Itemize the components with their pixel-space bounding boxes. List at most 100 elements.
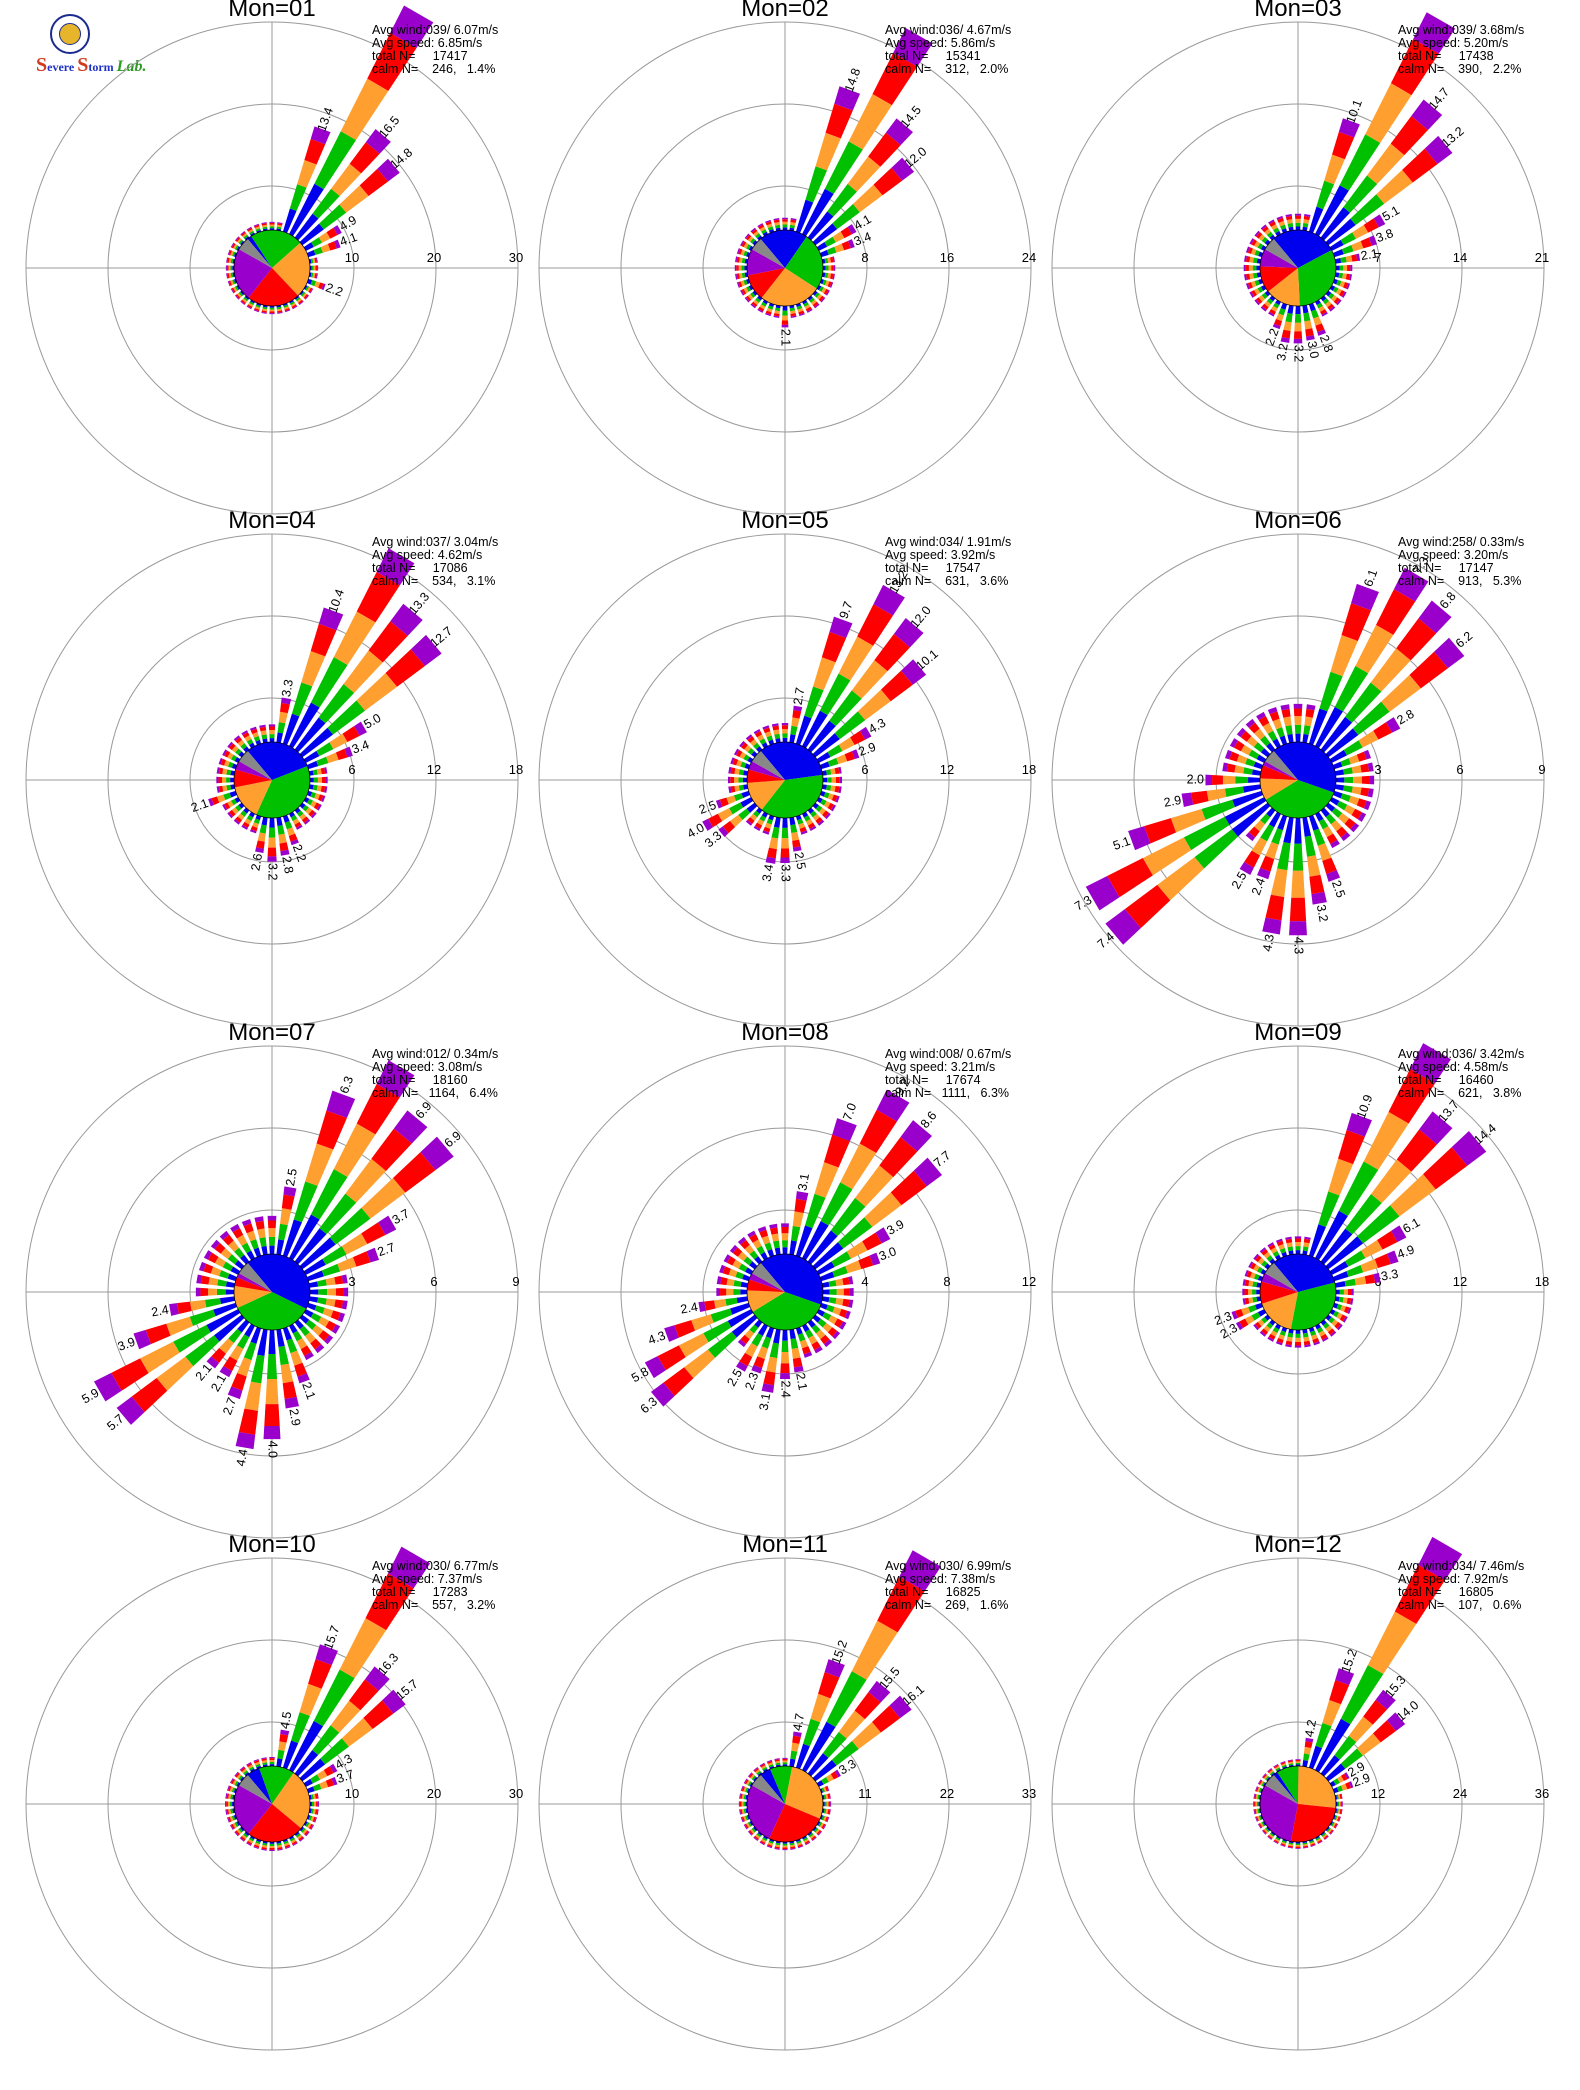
panel-title: Mon=09 [1254, 1019, 1341, 1046]
speed-pie-slice [1273, 1253, 1335, 1292]
speed-pie-slice [238, 750, 272, 780]
bar-segment [1340, 758, 1351, 767]
bar-segment [226, 769, 232, 776]
bar-segment [1285, 1344, 1292, 1348]
direction-bar [1239, 811, 1281, 875]
speed-pie-slice [247, 1768, 272, 1804]
bar-segment [314, 281, 321, 288]
bar-segment [302, 1829, 308, 1835]
range-ring [25, 1557, 519, 2051]
bar-segment [240, 299, 246, 305]
bar-segment [751, 1775, 757, 1781]
bar-segment [839, 1308, 848, 1318]
bar-segment [1320, 1228, 1353, 1265]
direction-bar-minor [782, 1757, 788, 1767]
bar-segment [233, 735, 240, 741]
bar-segment [748, 1830, 754, 1836]
bar-segment [259, 726, 267, 732]
speed-pie-slice [235, 761, 272, 780]
speed-pie-slice [238, 1774, 272, 1804]
bar-segment [722, 1266, 731, 1276]
bar-segment [774, 1844, 781, 1848]
direction-bar [1325, 1130, 1487, 1270]
bar-segment [282, 713, 300, 746]
bar-value-label: 15.2 [1339, 1647, 1360, 1675]
direction-bar-minor [822, 1288, 854, 1296]
range-ring [620, 1639, 950, 1969]
bar-segment [1289, 921, 1307, 936]
bar-segment [1330, 1331, 1337, 1337]
bar-segment [1262, 303, 1269, 311]
bar-segment [766, 847, 777, 859]
bar-segment [228, 809, 236, 817]
bar-segment [314, 1809, 318, 1815]
bar-segment [1261, 1260, 1268, 1267]
bar-segment [240, 1254, 250, 1265]
bar-segment [261, 223, 267, 226]
direction-bar-minor [1287, 1840, 1294, 1849]
bar-segment [1351, 583, 1379, 611]
range-ring [620, 615, 950, 945]
bar-segment [218, 757, 223, 765]
direction-bar-minor [1280, 1761, 1288, 1770]
bar-segment [740, 1239, 750, 1250]
bar-segment [848, 1299, 854, 1308]
direction-bar-minor [807, 295, 820, 309]
bar-segment [243, 1341, 257, 1361]
bar-segment [838, 766, 842, 774]
bar-segment [313, 777, 318, 783]
bar-segment [790, 824, 798, 834]
bar-segment [765, 221, 772, 226]
bar-segment [720, 1277, 728, 1286]
bar-segment [335, 748, 348, 761]
bar-segment [244, 1323, 255, 1338]
direction-bar-minor [759, 1835, 768, 1846]
bar-segment [1311, 891, 1327, 905]
bar-segment [1305, 708, 1315, 718]
range-ring [25, 533, 519, 1027]
bar-segment [238, 291, 244, 297]
bar-segment [1329, 1821, 1334, 1826]
bar-segment [819, 1788, 824, 1794]
bar-segment [1269, 1832, 1275, 1837]
bar-segment [737, 1339, 747, 1348]
bar-segment [1317, 843, 1332, 861]
bar-segment [303, 294, 309, 300]
bar-segment [318, 232, 331, 243]
direction-bar-minor [259, 724, 268, 744]
bar-segment [268, 726, 276, 731]
panel-title: Mon=12 [1254, 1531, 1341, 1558]
bar-segment [238, 1827, 243, 1833]
panel-info-line: total N= 17547 [885, 561, 981, 575]
bar-segment [1317, 1839, 1323, 1844]
bar-segment [773, 313, 780, 317]
bar-segment [753, 742, 760, 750]
bar-segment [1266, 1322, 1273, 1329]
bar-segment [877, 1576, 925, 1633]
bar-value-label: 3.1 [757, 1392, 774, 1412]
bar-segment [218, 785, 224, 793]
ring-label: 18 [509, 762, 523, 777]
direction-bar [294, 129, 391, 241]
direction-bar [255, 816, 268, 854]
bar-segment [781, 722, 789, 726]
bar-segment [1418, 1536, 1463, 1581]
bar-segment [284, 1844, 291, 1849]
bar-segment [234, 1831, 239, 1837]
range-ring [1051, 1557, 1545, 2051]
direction-bar [289, 1060, 415, 1261]
bar-segment [156, 1356, 194, 1391]
bar-segment [1286, 1336, 1293, 1342]
direction-bar-minor [1259, 1247, 1276, 1265]
bar-segment [232, 279, 236, 285]
bar-segment [1328, 292, 1335, 300]
bar-segment [295, 296, 301, 302]
bar-segment [805, 818, 814, 826]
bar-segment [732, 758, 739, 766]
bar-segment [317, 1801, 319, 1807]
direction-bar-minor [1325, 802, 1360, 833]
bar-segment [299, 813, 307, 821]
direction-bar-minor [728, 784, 749, 794]
bar-segment [240, 231, 246, 237]
bar-segment [838, 636, 874, 681]
